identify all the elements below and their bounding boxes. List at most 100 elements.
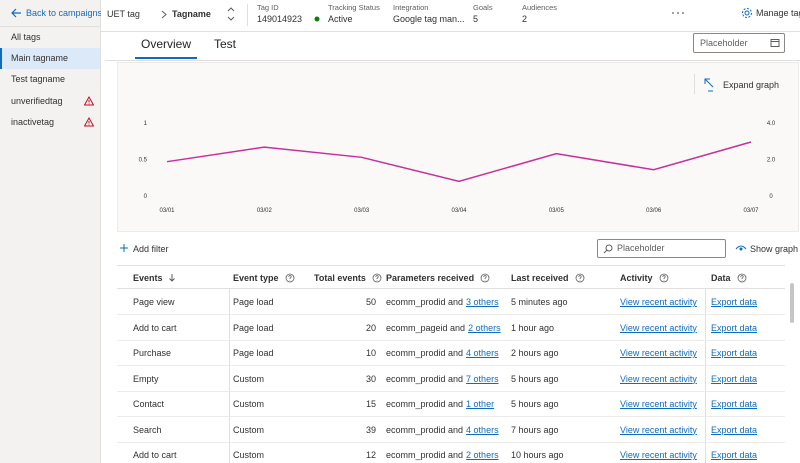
event-type: Custom	[233, 424, 265, 435]
export-link[interactable]: Export data	[711, 348, 758, 358]
total-events: 10	[365, 348, 376, 358]
event-name: Search	[133, 424, 162, 435]
params-link[interactable]: 7 others	[466, 373, 499, 384]
event-name: Purchase	[133, 348, 172, 358]
event-name: Add to cart	[133, 450, 177, 460]
x-tick-label: 03/04	[451, 208, 467, 214]
nav-item[interactable]: Test tagname	[11, 74, 66, 84]
field-label: Integration	[393, 3, 429, 12]
params-link[interactable]: 3 others	[466, 297, 499, 307]
search-placeholder: Placeholder	[617, 243, 665, 253]
event-type: Custom	[233, 450, 265, 460]
params-link[interactable]: 1 other	[466, 399, 495, 409]
total-events: 30	[365, 373, 376, 384]
chart-card	[117, 62, 799, 232]
more-icon[interactable]	[671, 10, 685, 16]
params-link[interactable]: 4 others	[466, 424, 499, 435]
row-divider	[117, 288, 785, 289]
date-picker[interactable]: Placeholder	[693, 33, 785, 53]
row-divider	[117, 365, 785, 366]
column-header: Last received	[511, 273, 569, 283]
x-tick-label: 03/06	[646, 208, 662, 214]
event-type: Page load	[233, 297, 274, 307]
chart: Expand graph 0 0.5 1 0 2.0 4.0 03/01 03/02 03/03…	[139, 74, 779, 214]
sidebar: Back to campaigns All tags Main tagname …	[0, 0, 103, 463]
field-label: Goals	[473, 3, 493, 12]
last-received: 5 hours ago	[511, 373, 559, 384]
x-tick-label: 03/05	[549, 208, 565, 214]
event-name: Empty	[133, 373, 159, 384]
export-link[interactable]: Export data	[711, 322, 758, 333]
column-header: Events	[133, 273, 163, 283]
help-icon	[737, 273, 746, 283]
total-events: 50	[365, 297, 376, 307]
field-value: 2	[522, 14, 528, 24]
params-text: ecomm_prodid and	[386, 297, 464, 307]
field-value: Active	[328, 14, 353, 24]
tab[interactable]: Test	[214, 37, 237, 51]
last-received: 2 hours ago	[511, 348, 559, 358]
activity-link[interactable]: View recent activity	[620, 322, 697, 333]
manage-button[interactable]: Manage tag	[756, 8, 800, 18]
field-value: Google tag man...	[393, 14, 465, 24]
total-events: 15	[365, 399, 376, 409]
x-tick-label: 03/03	[354, 208, 370, 214]
activity-link[interactable]: View recent activity	[620, 297, 697, 307]
chevrons[interactable]	[226, 4, 236, 24]
nav-item[interactable]: All tags	[11, 32, 41, 42]
column-divider	[229, 288, 230, 463]
row-divider	[117, 314, 785, 315]
eye-icon	[735, 245, 747, 251]
help-icon	[480, 273, 490, 283]
expand-graph[interactable]: Expand graph	[723, 80, 779, 90]
activity-link[interactable]: View recent activity	[620, 424, 697, 435]
show-graph[interactable]: Show graph	[750, 244, 799, 254]
crumb-sep	[161, 10, 167, 19]
back-link[interactable]: Back to campaigns	[26, 8, 103, 18]
params-link[interactable]: 2 others	[466, 450, 499, 460]
table: Events Event type Total events Parameters r…	[117, 265, 785, 463]
params-link[interactable]: 2 others	[468, 322, 501, 333]
row-divider	[117, 339, 785, 341]
help-icon	[285, 273, 294, 283]
export-link[interactable]: Export data	[711, 373, 758, 384]
field-value: 5	[473, 14, 479, 24]
add-icon	[120, 244, 128, 252]
x-tick-label: 03/07	[743, 208, 759, 214]
activity-link[interactable]: View recent activity	[620, 450, 697, 460]
params-link[interactable]: 4 others	[466, 348, 499, 358]
field-label: Tracking Status	[328, 3, 380, 12]
export-link[interactable]: Export data	[711, 399, 758, 409]
activity-link[interactable]: View recent activity	[620, 373, 697, 384]
y-tick-label: 0	[144, 194, 148, 200]
export-link[interactable]: Export data	[711, 297, 758, 307]
y2-tick-label: 2.0	[767, 158, 776, 164]
export-link[interactable]: Export data	[711, 450, 758, 460]
tab[interactable]: Overview	[141, 37, 192, 51]
event-type: Page load	[233, 348, 274, 358]
nav-item[interactable]: Main tagname	[0, 48, 100, 69]
activity-link[interactable]: View recent activity	[620, 348, 697, 358]
gear-icon	[742, 8, 752, 18]
nav-item[interactable]: inactivetag	[11, 117, 55, 127]
total-events: 12	[365, 450, 376, 460]
params-text: ecomm_prodid and	[386, 373, 464, 384]
last-received: 7 hours ago	[511, 424, 559, 435]
sort-icon	[168, 274, 175, 282]
add-filter[interactable]: Add filter	[133, 244, 169, 254]
last-received: 1 hour ago	[511, 322, 555, 333]
params-text: ecomm_prodid and	[386, 348, 464, 358]
last-received: 5 minutes ago	[511, 297, 568, 307]
event-type: Page load	[233, 322, 274, 333]
search-box[interactable]: Placeholder	[597, 239, 726, 258]
export-link[interactable]: Export data	[711, 424, 758, 435]
nav-item[interactable]: unverifiedtag	[11, 96, 63, 106]
column-divider	[705, 288, 706, 463]
crumb[interactable]: UET tag	[107, 9, 140, 19]
field-label: Tag ID	[257, 3, 279, 12]
tab-indicator	[135, 57, 197, 59]
activity-link[interactable]: View recent activity	[620, 399, 697, 409]
help-icon	[575, 273, 584, 283]
column-header: Total events	[314, 273, 366, 283]
